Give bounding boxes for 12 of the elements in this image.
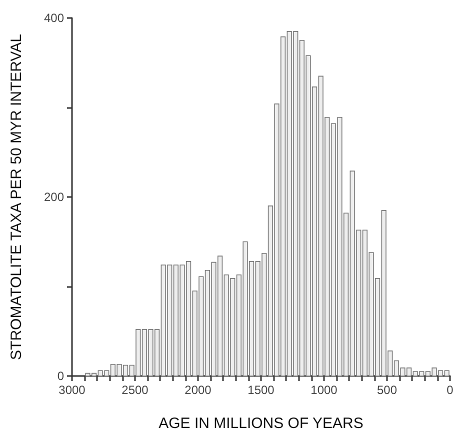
x-tick-label: 0 bbox=[446, 383, 454, 397]
y-tick-label: 400 bbox=[44, 11, 64, 25]
x-tick-label: 1000 bbox=[310, 383, 338, 397]
x-tick-label: 2500 bbox=[122, 383, 149, 397]
x-tick-label: 2000 bbox=[184, 383, 212, 397]
x-axis-title: AGE IN MILLIONS OF YEARS bbox=[158, 415, 364, 432]
y-tick-label: 0 bbox=[57, 369, 64, 383]
x-tick-label: 1500 bbox=[248, 383, 275, 397]
x-tick-label: 500 bbox=[376, 383, 398, 397]
y-tick-label: 200 bbox=[44, 190, 64, 204]
y-axis-title: STROMATOLITE TAXA PER 50 MYR INTERVAL bbox=[8, 34, 25, 360]
x-tick-label: 3000 bbox=[58, 383, 86, 397]
